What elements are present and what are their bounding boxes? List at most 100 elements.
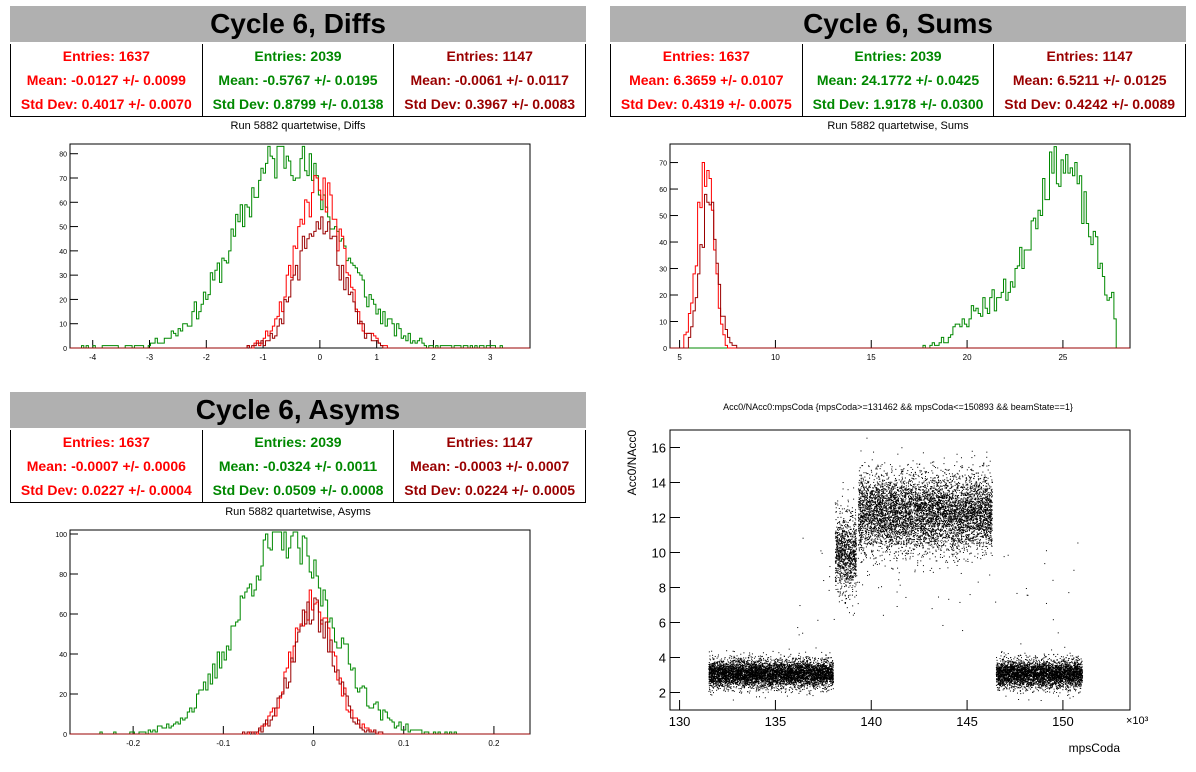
scatter-point: [738, 659, 740, 661]
scatter-point: [789, 679, 791, 681]
scatter-point: [721, 674, 723, 676]
scatter-point: [774, 678, 776, 680]
scatter-point: [727, 686, 729, 688]
scatter-point: [816, 683, 818, 685]
scatter-point: [770, 658, 772, 660]
diffs-subtitle: Run 5882 quartetwise, Diffs: [230, 120, 366, 132]
scatter-point: [736, 655, 738, 657]
scatter-point: [828, 667, 830, 669]
scatter-point: [762, 652, 764, 654]
scatter-point: [798, 664, 800, 666]
scatter-point: [794, 682, 796, 684]
scatter-point: [748, 673, 750, 675]
scatter-point: [794, 687, 796, 689]
scatter-point: [804, 684, 806, 686]
scatter-point: [781, 680, 783, 682]
y-tick-label: 60: [659, 187, 667, 194]
scatter-point: [743, 657, 745, 659]
scatter-point: [819, 670, 821, 672]
scatter-point: [744, 667, 746, 669]
scatter-point: [760, 661, 762, 663]
scatter-point: [710, 671, 712, 673]
scatter-point: [709, 680, 711, 682]
scatter-point: [764, 680, 766, 682]
scatter-point: [754, 677, 756, 679]
scatter-point: [748, 670, 750, 672]
scatter-point: [749, 652, 751, 654]
scatter-point: [816, 667, 818, 669]
scatter-point: [735, 668, 737, 670]
scatter-point: [826, 675, 828, 677]
scatter-point: [758, 675, 760, 677]
scatter-point: [830, 688, 832, 690]
scatter-point: [777, 678, 779, 680]
scatter-point: [709, 676, 711, 678]
scatter-point: [740, 692, 742, 694]
scatter-point: [728, 686, 730, 688]
scatter-point: [821, 682, 823, 684]
scatter-point: [801, 676, 803, 678]
scatter-point: [785, 673, 787, 675]
scatter-point: [717, 670, 719, 672]
scatter-point: [717, 672, 719, 674]
scatter-point: [712, 678, 714, 680]
scatter-point: [717, 661, 719, 663]
scatter-point: [779, 673, 781, 675]
scatter-point: [784, 692, 786, 694]
scatter-point: [776, 673, 778, 675]
scatter-point: [755, 665, 757, 667]
scatter-point: [756, 690, 758, 692]
scatter-point: [807, 665, 809, 667]
scatter-point: [776, 677, 778, 679]
scatter-point: [792, 673, 794, 675]
scatter-point: [798, 667, 800, 669]
scatter-point: [752, 668, 754, 670]
scatter-x-exponent: ×10³: [1126, 715, 1149, 727]
scatter-point: [812, 677, 814, 679]
scatter-point: [800, 677, 802, 679]
scatter-point: [755, 676, 757, 678]
scatter-point: [830, 677, 832, 679]
scatter-point: [805, 674, 807, 676]
scatter-point: [791, 669, 793, 671]
scatter-point: [822, 681, 824, 683]
scatter-point: [783, 675, 785, 677]
scatter-point: [832, 663, 834, 665]
scatter-point: [802, 657, 804, 659]
scatter-point: [723, 677, 725, 679]
scatter-point: [743, 679, 745, 681]
scatter-point: [785, 673, 787, 675]
scatter-point: [832, 660, 834, 662]
scatter-point: [777, 672, 779, 674]
scatter-point: [825, 673, 827, 675]
scatter-point: [794, 679, 796, 681]
scatter-point: [756, 672, 758, 674]
scatter-title: Acc0/NAcc0:mpsCoda {mpsCoda>=131462 && m…: [723, 402, 1073, 412]
scatter-point: [708, 678, 710, 680]
scatter-point: [796, 689, 798, 691]
scatter-point: [726, 666, 728, 668]
scatter-point: [781, 672, 783, 674]
scatter-point: [713, 671, 715, 673]
scatter-point: [784, 671, 786, 673]
scatter-point: [824, 665, 826, 667]
scatter-point: [792, 676, 794, 678]
y-tick-label: 16: [652, 441, 666, 456]
scatter-point: [824, 668, 826, 670]
scatter-point: [797, 663, 799, 665]
scatter-point: [778, 689, 780, 691]
scatter-point: [782, 668, 784, 670]
scatter-point: [755, 682, 757, 684]
scatter-point: [760, 677, 762, 679]
scatter-point: [832, 688, 834, 690]
scatter-point: [782, 675, 784, 677]
scatter-point: [756, 672, 758, 674]
scatter-point: [806, 658, 808, 660]
scatter-point: [770, 681, 772, 683]
scatter-point: [715, 681, 717, 683]
scatter-point: [822, 666, 824, 668]
sums-title: Cycle 6, Sums: [610, 6, 1186, 42]
scatter-point: [776, 666, 778, 668]
scatter-point: [733, 678, 735, 680]
scatter-point: [792, 664, 794, 666]
